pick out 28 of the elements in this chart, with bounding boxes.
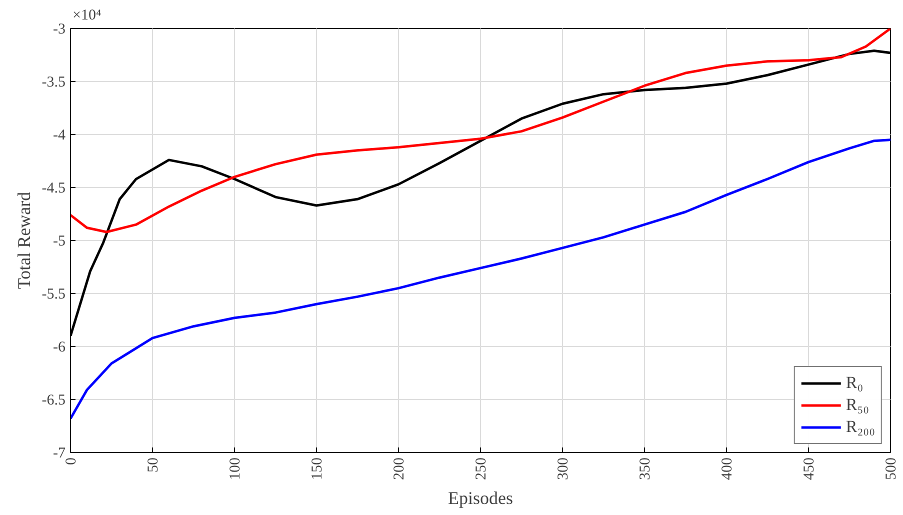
y-tick-label: -4.5 <box>42 180 66 196</box>
text: ×10⁴ <box>72 8 102 24</box>
x-tick-label: 300 <box>556 458 572 480</box>
y-tick-label: -3 <box>53 22 66 38</box>
y-tick-label: -5.5 <box>42 286 66 302</box>
x-tick-label: 350 <box>638 458 654 480</box>
line-series <box>70 138 890 420</box>
x-tick-label: 500 <box>884 458 900 480</box>
y-tick-label: -4 <box>53 128 66 144</box>
y-tick-label: -6.5 <box>42 392 66 408</box>
legend-label: R₀ <box>846 373 864 393</box>
x-tick-label: 50 <box>146 458 162 472</box>
y-tick-label: -5 <box>53 234 66 250</box>
y-tick-label: -6 <box>53 340 66 356</box>
y-tick-label: -3.5 <box>42 74 66 90</box>
x-tick-label: 0 <box>64 458 80 465</box>
x-tick-label: 100 <box>228 458 244 480</box>
x-axis-title: Episodes <box>448 488 513 508</box>
legend-label: R₅₀ <box>846 395 870 415</box>
y-axis-title: Total Reward <box>14 192 34 290</box>
y-tick-label: -7 <box>53 446 66 462</box>
x-tick-label: 400 <box>720 458 736 480</box>
line-series <box>70 28 890 234</box>
x-tick-label: 150 <box>310 458 326 480</box>
x-tick-label: 450 <box>802 458 818 480</box>
x-tick-label: 200 <box>392 458 408 480</box>
x-tick-label: 250 <box>474 458 490 480</box>
legend-label: R₂₀₀ <box>846 417 875 437</box>
